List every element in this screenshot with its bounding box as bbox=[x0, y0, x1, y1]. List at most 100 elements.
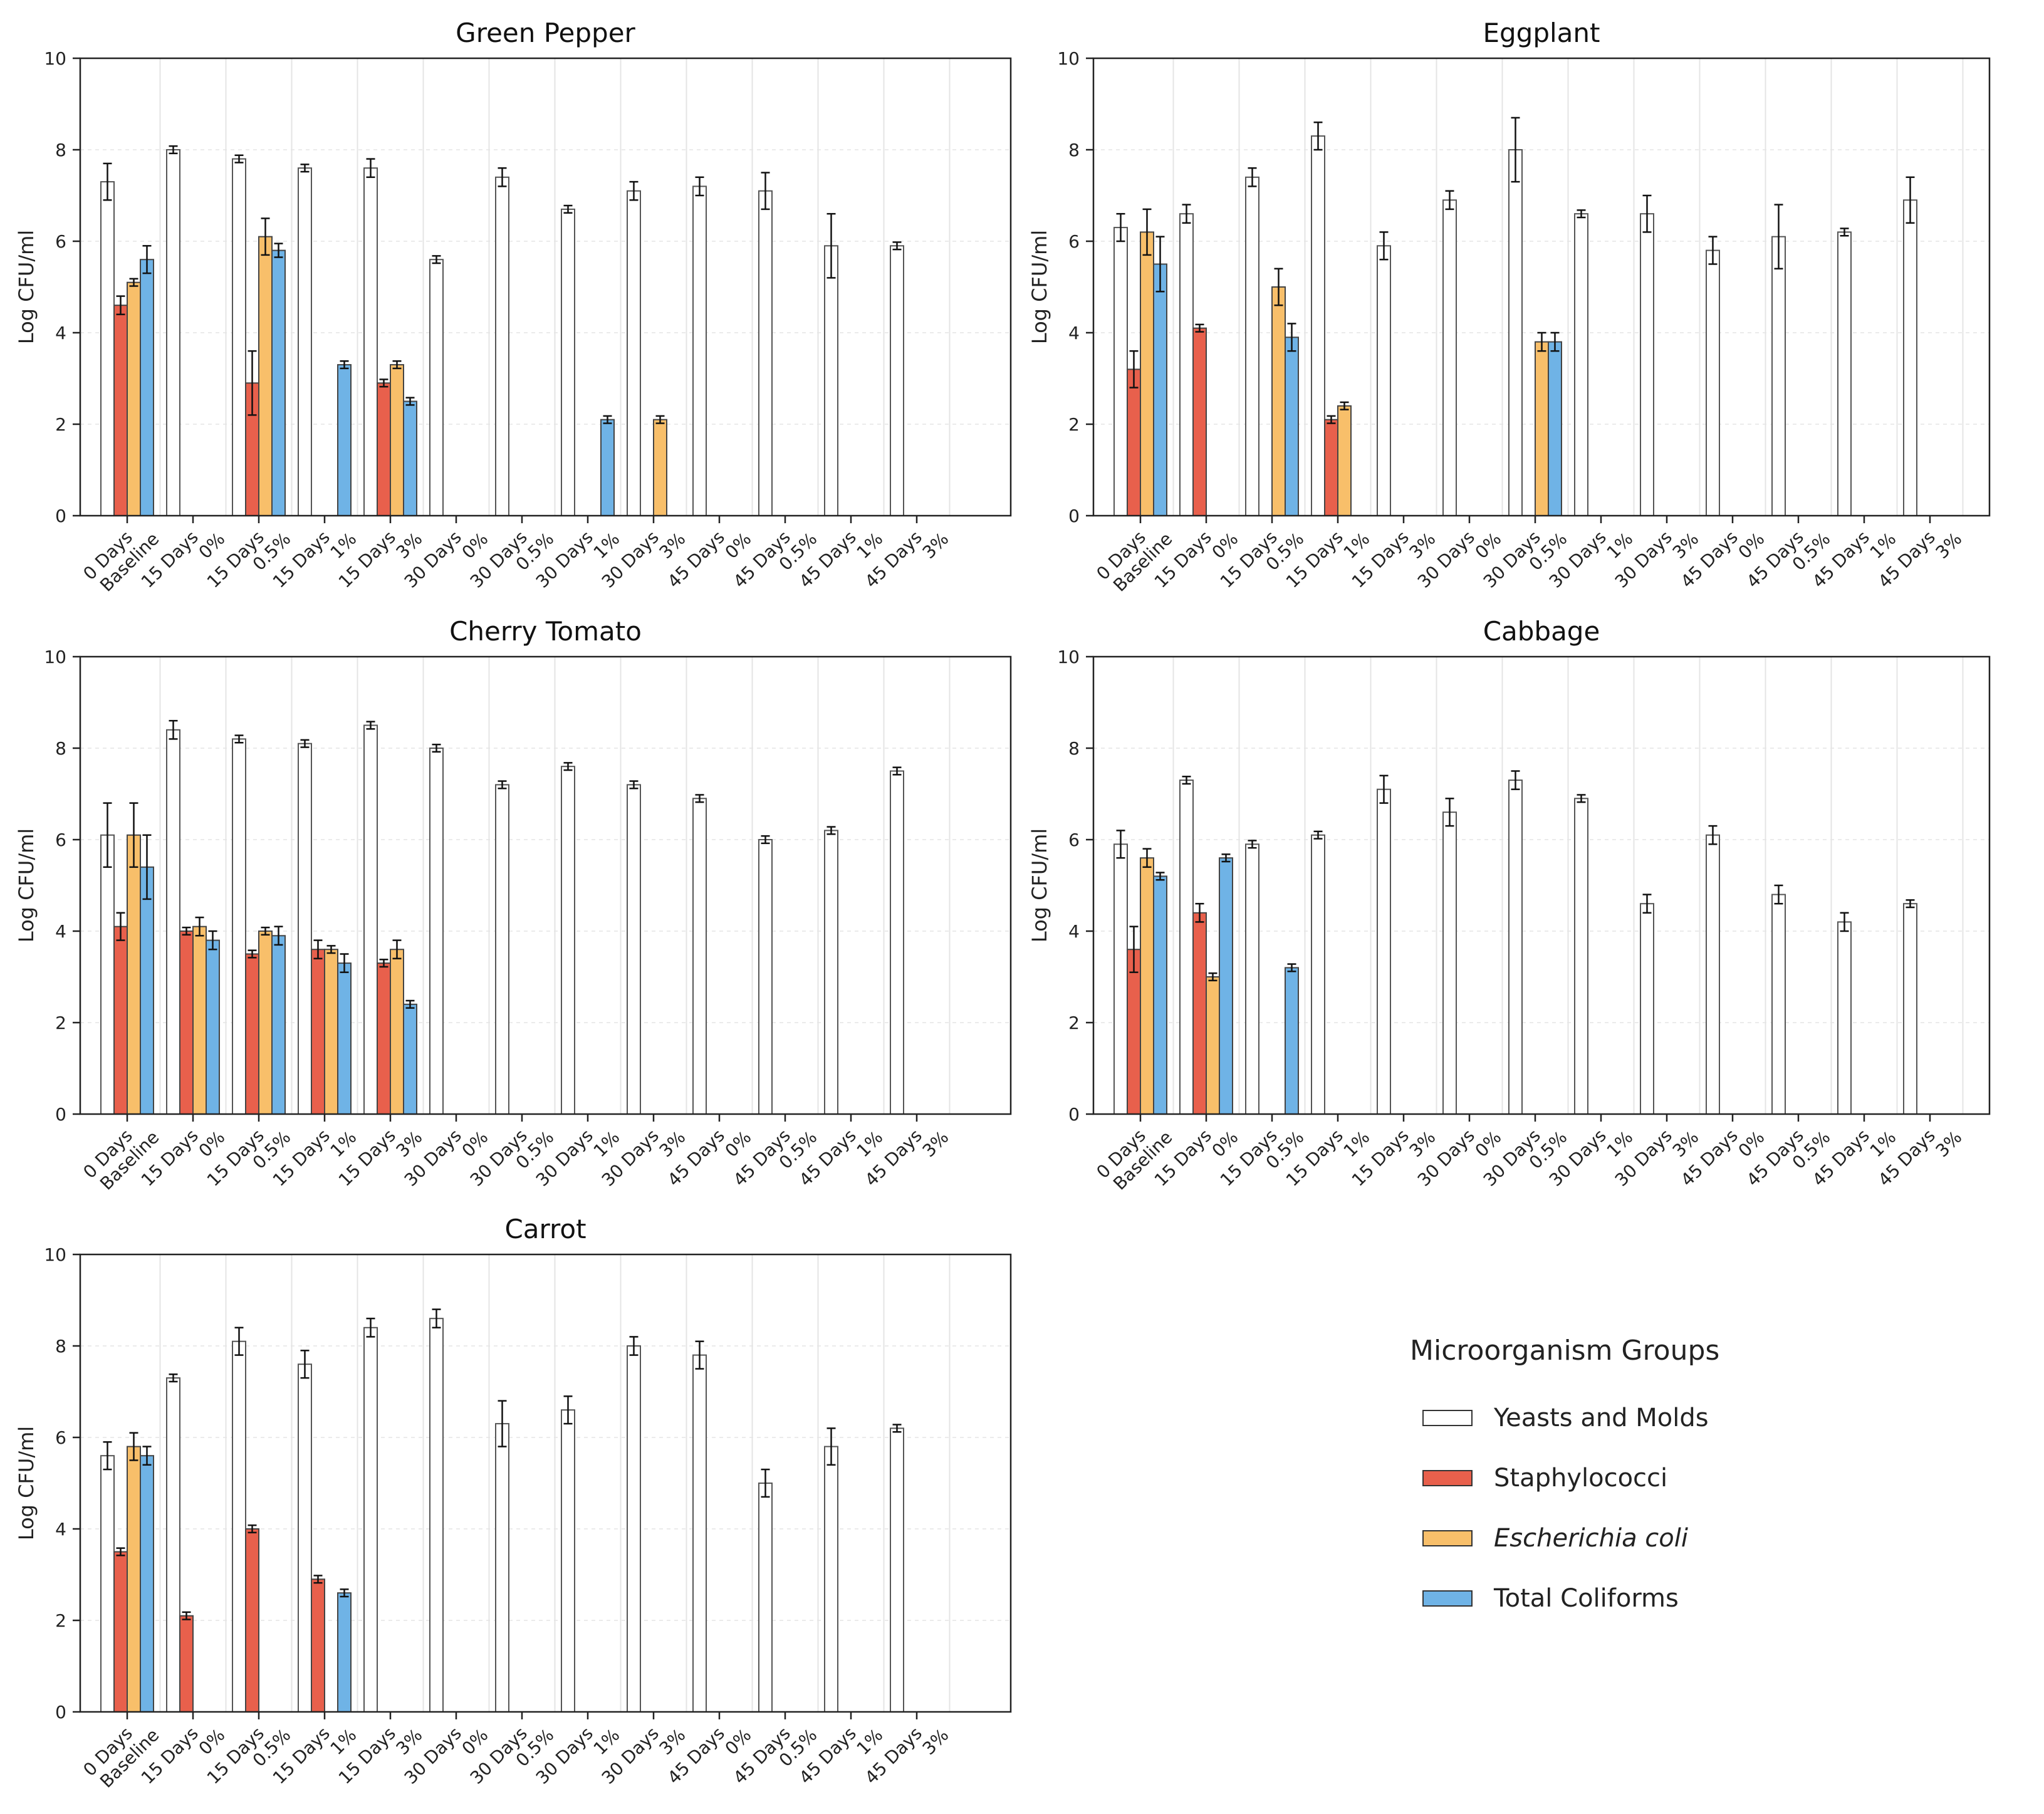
y-tick-label: 4 bbox=[1068, 323, 1080, 343]
bar-e-coli bbox=[192, 925, 207, 1115]
y-tick-label: 10 bbox=[44, 1244, 66, 1265]
legend-swatch-yeasts-molds bbox=[1422, 1410, 1473, 1426]
bar-staphylococci bbox=[1192, 327, 1207, 516]
x-tick-label: 30 Days1% bbox=[532, 514, 624, 607]
y-tick-label: 8 bbox=[1068, 140, 1080, 160]
bar-yeasts-molds bbox=[758, 1483, 773, 1712]
y-tick-label: 8 bbox=[1068, 738, 1080, 759]
bar-e-coli bbox=[127, 1446, 141, 1713]
bar-yeasts-molds bbox=[824, 830, 838, 1115]
y-tick-label: 6 bbox=[55, 830, 66, 850]
y-tick-label: 0 bbox=[55, 1104, 66, 1125]
x-tick-label: 30 Days3% bbox=[1611, 514, 1703, 607]
x-tick-label: 45 Days0.5% bbox=[729, 1113, 821, 1205]
bar-yeasts-molds bbox=[166, 729, 180, 1115]
x-tick-label-line: 3% bbox=[1932, 528, 1966, 563]
chart-title: Cherry Tomato bbox=[449, 616, 642, 647]
x-tick-label: 45 Days0% bbox=[1677, 1113, 1769, 1205]
bar-total-coliforms bbox=[337, 1592, 352, 1712]
x-tick-label: 30 Days1% bbox=[1545, 1113, 1637, 1205]
legend-item-e-coli: Escherichia coli bbox=[1410, 1508, 1848, 1568]
bar-staphylococci bbox=[1127, 368, 1141, 517]
bar-total-coliforms bbox=[1285, 336, 1299, 516]
bar-staphylococci bbox=[179, 1615, 194, 1712]
bar-yeasts-molds bbox=[232, 1340, 246, 1712]
bar-staphylococci bbox=[113, 925, 128, 1115]
x-tick-label: 45 Days3% bbox=[861, 1711, 953, 1803]
x-tick-label: 30 Days0.5% bbox=[1479, 1113, 1572, 1205]
plot-frame bbox=[79, 57, 1012, 517]
y-tick-label: 6 bbox=[1068, 830, 1080, 850]
x-tick-label: 45 Days3% bbox=[1874, 1113, 1966, 1205]
bar-yeasts-molds bbox=[1903, 199, 1917, 516]
bar-yeasts-molds bbox=[692, 798, 707, 1115]
bar-staphylococci bbox=[311, 949, 325, 1115]
bar-total-coliforms bbox=[1153, 875, 1167, 1115]
bar-yeasts-molds bbox=[1771, 236, 1786, 516]
chart-title: Cabbage bbox=[1483, 616, 1600, 647]
x-tick-label: 45 Days0.5% bbox=[1743, 514, 1835, 607]
x-tick-label: 45 Days0% bbox=[1677, 514, 1769, 607]
x-tick-label: 15 Days0% bbox=[137, 1711, 229, 1803]
bar-e-coli bbox=[127, 281, 141, 516]
y-axis-label: Log CFU/ml bbox=[1028, 230, 1051, 344]
x-tick-label: 15 Days3% bbox=[1348, 514, 1440, 607]
bar-yeasts-molds bbox=[890, 1427, 904, 1712]
legend-item-total-coliforms: Total Coliforms bbox=[1410, 1568, 1848, 1629]
y-tick-label: 6 bbox=[1068, 231, 1080, 252]
bar-staphylococci bbox=[1192, 912, 1207, 1115]
bar-yeasts-molds bbox=[1442, 811, 1457, 1115]
bar-yeasts-molds bbox=[561, 766, 575, 1115]
bar-yeasts-molds bbox=[890, 770, 904, 1115]
x-tick-label: 30 Days1% bbox=[532, 1711, 624, 1803]
y-axis-label: Log CFU/ml bbox=[14, 828, 38, 942]
bar-staphylococci bbox=[1324, 419, 1338, 517]
x-tick-label: 45 Days0% bbox=[664, 1711, 756, 1803]
bar-yeasts-molds bbox=[1311, 834, 1325, 1115]
x-tick-label: 15 Days0% bbox=[137, 514, 229, 607]
bar-yeasts-molds bbox=[1179, 213, 1194, 516]
bar-staphylococci bbox=[245, 953, 259, 1115]
bar-yeasts-molds bbox=[495, 176, 509, 516]
legend-label: Total Coliforms bbox=[1494, 1584, 1679, 1613]
bar-total-coliforms bbox=[403, 1003, 417, 1115]
x-tick-label: 30 Days3% bbox=[1611, 1113, 1703, 1205]
x-tick-label: 30 Days1% bbox=[532, 1113, 624, 1205]
bar-total-coliforms bbox=[140, 259, 154, 516]
bar-staphylococci bbox=[377, 382, 391, 516]
bar-total-coliforms bbox=[1285, 967, 1299, 1115]
bar-staphylococci bbox=[311, 1578, 325, 1713]
y-tick-label: 2 bbox=[55, 414, 66, 435]
bar-e-coli bbox=[258, 930, 273, 1115]
bar-yeasts-molds bbox=[1706, 249, 1720, 516]
legend-swatch-staphylococci bbox=[1422, 1470, 1473, 1486]
bar-yeasts-molds bbox=[1837, 231, 1852, 516]
bar-total-coliforms bbox=[140, 866, 154, 1115]
bar-e-coli bbox=[127, 834, 141, 1115]
bar-total-coliforms bbox=[1548, 341, 1562, 516]
bar-total-coliforms bbox=[271, 249, 286, 516]
bar-yeasts-molds bbox=[1311, 135, 1325, 517]
y-tick-label: 8 bbox=[55, 738, 66, 759]
bar-total-coliforms bbox=[1153, 263, 1167, 516]
bar-yeasts-molds bbox=[100, 834, 115, 1115]
bar-yeasts-molds bbox=[1113, 843, 1128, 1115]
bar-yeasts-molds bbox=[561, 208, 575, 516]
bar-yeasts-molds bbox=[429, 1318, 444, 1712]
bar-e-coli bbox=[390, 364, 404, 516]
bar-yeasts-molds bbox=[758, 839, 773, 1115]
y-tick-label: 4 bbox=[1068, 921, 1080, 942]
bar-yeasts-molds bbox=[100, 1455, 115, 1712]
bar-yeasts-molds bbox=[298, 743, 312, 1115]
bar-yeasts-molds bbox=[692, 185, 707, 516]
x-tick-label: 45 Days1% bbox=[795, 1113, 887, 1205]
bar-e-coli bbox=[1140, 857, 1154, 1115]
bar-yeasts-molds bbox=[627, 784, 641, 1115]
plot-frame bbox=[1092, 57, 1991, 517]
y-tick-label: 8 bbox=[55, 1336, 66, 1357]
bar-yeasts-molds bbox=[692, 1354, 707, 1713]
x-tick-label: 15 Days1% bbox=[1282, 514, 1374, 607]
y-tick-label: 2 bbox=[55, 1013, 66, 1033]
